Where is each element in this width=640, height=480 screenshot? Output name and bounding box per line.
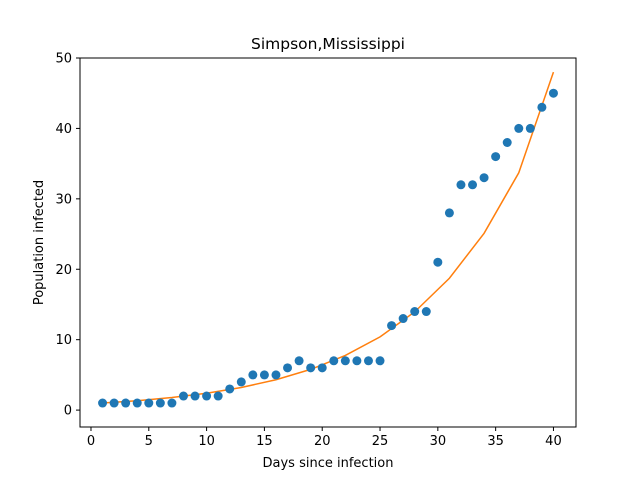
axes-frame [79,57,577,428]
data-point [202,391,212,401]
y-tick-label: 40 [55,122,72,137]
data-point [479,173,489,183]
data-point [190,391,200,401]
data-point [236,377,246,387]
data-point [468,180,478,190]
data-point [144,398,154,408]
data-point [155,398,165,408]
data-point [398,314,408,324]
x-tick-label: 40 [545,434,562,449]
data-point [410,307,420,317]
x-tick-label: 10 [198,434,215,449]
data-point [178,391,188,401]
y-tick-label: 20 [55,263,72,278]
data-point [375,356,385,366]
data-point [456,180,466,190]
x-tick-label: 25 [372,434,389,449]
y-tick-label: 30 [55,192,72,207]
data-point [121,398,131,408]
data-point [537,102,547,112]
x-tick-label: 20 [314,434,331,449]
data-point [317,363,327,373]
data-point [213,391,223,401]
y-tick-label: 10 [55,333,72,348]
y-tick-label: 0 [64,404,72,419]
data-point [514,123,524,133]
x-tick-label: 0 [87,434,95,449]
data-point [294,356,304,366]
data-point [306,363,316,373]
x-axis-label: Days since infection [263,456,394,471]
data-point [363,356,373,366]
data-point [225,384,235,394]
data-point [271,370,281,380]
data-point [283,363,293,373]
y-axis-label: Population infected [32,180,47,305]
data-point [340,356,350,366]
data-point [387,321,397,331]
data-point [548,88,558,98]
y-tick-label: 50 [55,52,72,67]
data-point [329,356,339,366]
fit-curve [102,71,555,404]
data-point [109,398,119,408]
data-point [444,208,454,218]
data-point [167,398,177,408]
x-tick-label: 5 [145,434,153,449]
fit-curve-layer [102,71,555,404]
data-point [259,370,269,380]
data-point [525,123,535,133]
x-tick-label: 30 [430,434,447,449]
data-point [491,152,501,162]
data-point [433,257,443,267]
x-tick-label: 15 [256,434,273,449]
y-axis-ticks: 0 10 20 30 40 50 [55,52,80,419]
chart-title: Simpson,Mississippi [251,35,405,53]
data-point [352,356,362,366]
scatter-points-layer [98,88,558,408]
x-axis-ticks: 0 5 10 15 20 25 30 35 40 [87,427,562,449]
data-point [248,370,258,380]
data-point [98,398,108,408]
x-tick-label: 35 [487,434,504,449]
data-point [132,398,142,408]
data-point [421,307,431,317]
data-point [502,138,512,147]
plot-area [98,71,558,408]
